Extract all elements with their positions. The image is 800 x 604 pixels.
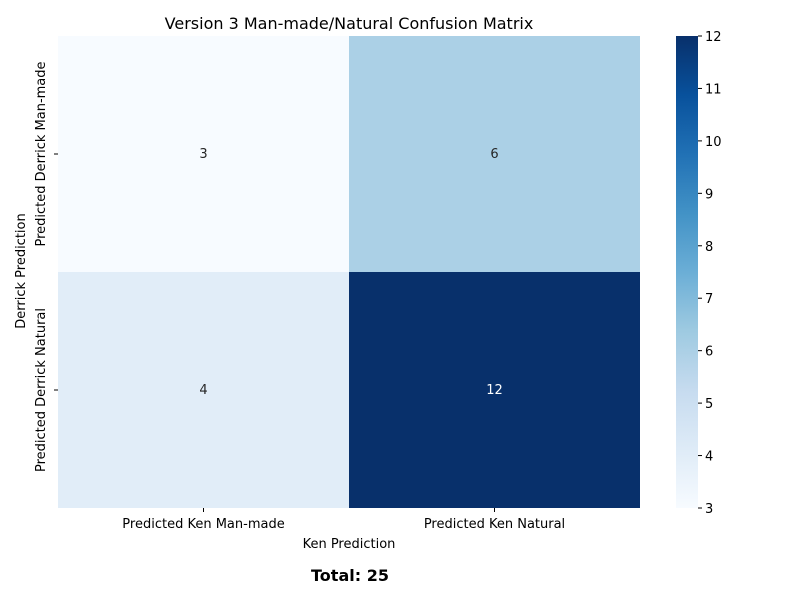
colorbar-tick-label-7: 10 xyxy=(705,135,722,150)
cell-value-r0-c1: 6 xyxy=(490,147,498,162)
colorbar-tick-label-2: 5 xyxy=(705,397,713,412)
x-tick-label-0: Predicted Ken Man-made xyxy=(122,517,284,532)
cell-value-r0-c0: 3 xyxy=(199,147,207,162)
heatmap-cell-r1-c1 xyxy=(349,272,640,508)
y-axis-ticks: Predicted Derrick Man-made Predicted Derr… xyxy=(34,61,58,472)
x-tick-label-1: Predicted Ken Natural xyxy=(424,517,565,532)
cell-value-r1-c0: 4 xyxy=(199,383,207,398)
heatmap-cell-r0-c1 xyxy=(349,36,640,272)
colorbar-tick-label-1: 4 xyxy=(705,450,713,465)
y-axis-label: Derrick Prediction xyxy=(14,213,29,328)
colorbar-tick-label-0: 3 xyxy=(705,502,713,517)
colorbar-ticks: 3 4 5 6 7 8 9 10 11 12 xyxy=(698,30,722,517)
colorbar-tick-label-9: 12 xyxy=(705,30,722,45)
total-label: Total: 25 xyxy=(311,566,389,585)
colorbar xyxy=(676,36,698,508)
chart-title: Version 3 Man-made/Natural Confusion Mat… xyxy=(165,14,534,33)
heatmap-cells: 3 6 4 12 xyxy=(58,36,640,508)
colorbar-tick-label-3: 6 xyxy=(705,345,713,360)
colorbar-tick-label-5: 8 xyxy=(705,240,713,255)
y-tick-label-1: Predicted Derrick Natural xyxy=(34,308,49,472)
y-tick-label-0: Predicted Derrick Man-made xyxy=(34,61,49,246)
cell-value-r1-c1: 12 xyxy=(486,383,503,398)
heatmap-cell-r0-c0 xyxy=(58,36,349,272)
heatmap-cell-r1-c0 xyxy=(58,272,349,508)
x-axis-ticks: Predicted Ken Man-made Predicted Ken Natu… xyxy=(122,508,565,532)
colorbar-tick-label-4: 7 xyxy=(705,292,713,307)
x-axis-label: Ken Prediction xyxy=(303,537,396,552)
colorbar-tick-label-8: 11 xyxy=(705,82,722,97)
colorbar-tick-label-6: 9 xyxy=(705,187,713,202)
